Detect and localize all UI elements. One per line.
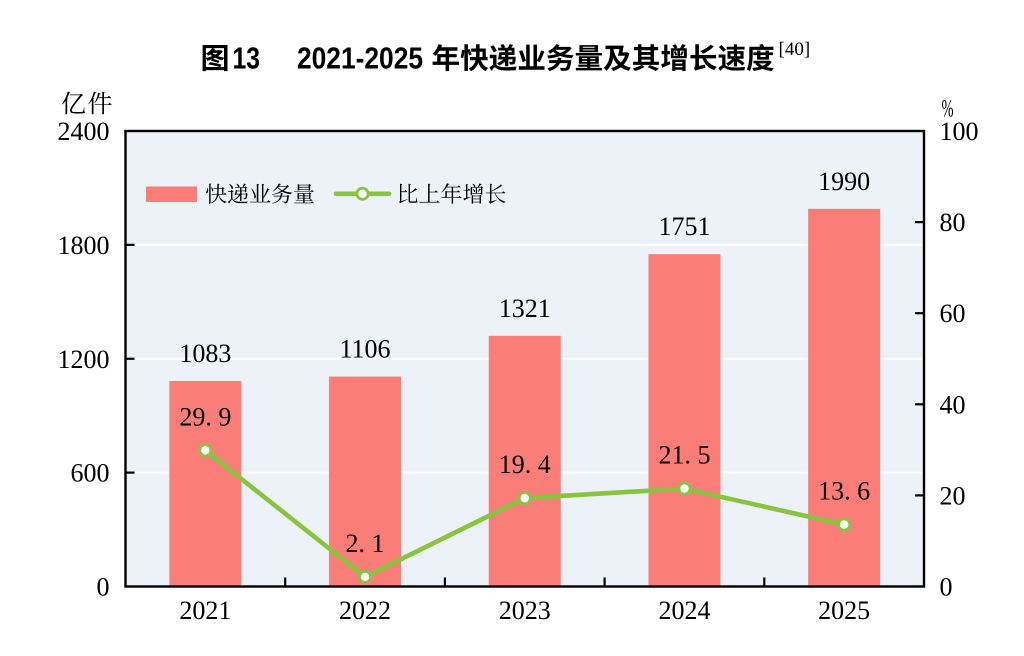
x-tick-label-2022: 2022 bbox=[339, 596, 391, 625]
bar-label-2021: 1083 bbox=[179, 339, 231, 368]
right-tick-label-20: 20 bbox=[940, 481, 966, 510]
right-axis-unit: % bbox=[942, 96, 954, 123]
bar-label-2023: 1321 bbox=[499, 294, 551, 323]
bar-2021 bbox=[169, 380, 242, 586]
axis-ticks bbox=[125, 221, 924, 587]
left-tick-label-2400: 2400 bbox=[58, 117, 110, 146]
bar-series bbox=[169, 208, 881, 586]
line-series bbox=[198, 443, 852, 584]
marker-2024 bbox=[677, 481, 692, 496]
left-axis-unit-glyphs bbox=[61, 91, 112, 115]
line-label-2022: 2. 1 bbox=[346, 529, 385, 558]
left-axis-unit bbox=[61, 91, 112, 115]
line-label-2021: 29. 9 bbox=[179, 402, 231, 431]
title-fig-label-glyphs bbox=[202, 45, 228, 72]
x-tick-label-2025: 2025 bbox=[818, 596, 870, 625]
right-tick-label-60: 60 bbox=[940, 299, 966, 328]
right-tick-label-40: 40 bbox=[940, 390, 966, 419]
left-tick-label-600: 600 bbox=[71, 459, 110, 488]
x-tick-label-2023: 2023 bbox=[499, 596, 551, 625]
marker-2021 bbox=[198, 443, 213, 458]
marker-2022 bbox=[358, 569, 373, 584]
left-tick-label-1800: 1800 bbox=[58, 231, 110, 260]
title-text-glyphs bbox=[432, 44, 774, 72]
title-fig-number: 13 bbox=[233, 42, 261, 76]
line-label-2023: 19. 4 bbox=[499, 450, 551, 479]
legend-line-marker bbox=[355, 186, 370, 201]
line-label-2024: 21. 5 bbox=[658, 441, 710, 470]
bar-2023 bbox=[488, 335, 561, 586]
title-superscript: [40] bbox=[779, 39, 811, 60]
bar-label-2024: 1751 bbox=[658, 212, 710, 241]
legend-line-label-glyphs bbox=[399, 183, 506, 204]
legend-bar-swatch bbox=[146, 186, 197, 202]
left-tick-label-0: 0 bbox=[97, 573, 110, 602]
marker-2023 bbox=[517, 491, 532, 506]
bar-2024 bbox=[648, 254, 721, 586]
data-labels: 1083 1106 1321 1751 1990 29. 9 2. 1 19. 4 21. 5 1… bbox=[179, 167, 870, 558]
line-label-2025: 13. 6 bbox=[818, 477, 870, 506]
legend bbox=[146, 183, 506, 204]
left-tick-label-1200: 1200 bbox=[58, 345, 110, 374]
right-tick-label-100: 100 bbox=[940, 117, 979, 146]
marker-2025 bbox=[837, 517, 852, 532]
right-tick-label-0: 0 bbox=[940, 573, 953, 602]
x-tick-label-2024: 2024 bbox=[658, 596, 710, 625]
axis-tick-labels: 0 600 1200 1800 2400 0 20 40 60 80 100 2021 2022 2023… bbox=[58, 117, 979, 625]
right-tick-label-80: 80 bbox=[940, 208, 966, 237]
bar-label-2025: 1990 bbox=[818, 167, 870, 196]
x-tick-label-2021: 2021 bbox=[179, 596, 231, 625]
title-year-range: 2021-2025 bbox=[297, 42, 423, 76]
bar-label-2022: 1106 bbox=[340, 335, 391, 364]
bar-2022 bbox=[329, 376, 402, 586]
chart-title: 13 2021-2025 [40] bbox=[202, 39, 811, 76]
